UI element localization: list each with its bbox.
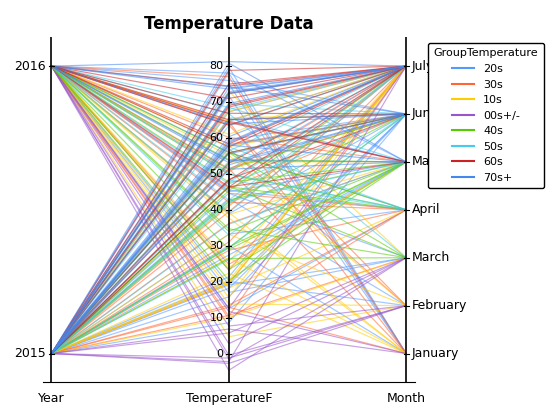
Text: 80: 80	[209, 61, 223, 71]
Text: 0: 0	[217, 349, 223, 359]
Text: July: July	[412, 60, 434, 73]
Text: June: June	[412, 108, 438, 121]
Text: 2015: 2015	[15, 347, 46, 360]
Text: January: January	[412, 347, 459, 360]
Text: 20: 20	[209, 277, 223, 287]
Text: April: April	[412, 203, 440, 216]
Text: February: February	[412, 299, 467, 312]
Text: 2016: 2016	[15, 60, 46, 73]
Text: 50: 50	[209, 169, 223, 179]
Legend: 20s, 30s, 10s, 00s+/-, 40s, 50s, 60s, 70s+: 20s, 30s, 10s, 00s+/-, 40s, 50s, 60s, 70…	[428, 43, 544, 189]
Title: Temperature Data: Temperature Data	[144, 15, 314, 33]
Text: March: March	[412, 251, 450, 264]
Text: 30: 30	[209, 241, 223, 251]
Text: 40: 40	[209, 205, 223, 215]
Text: 60: 60	[209, 133, 223, 143]
Text: May: May	[412, 155, 437, 168]
Text: 10: 10	[209, 312, 223, 323]
Text: 70: 70	[209, 97, 223, 107]
